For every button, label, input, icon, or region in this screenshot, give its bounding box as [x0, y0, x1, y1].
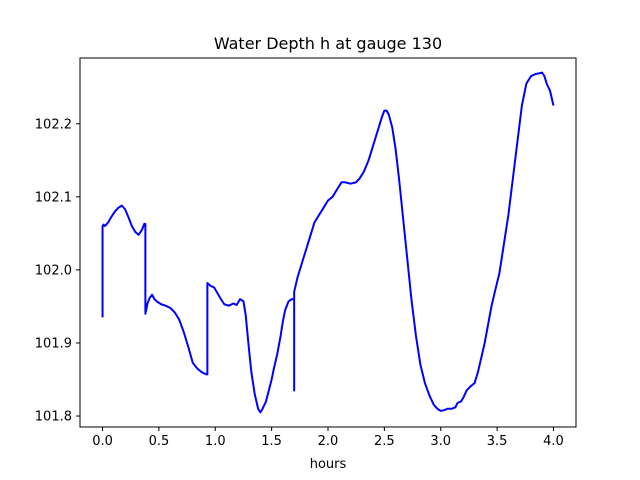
x-tick-label: 1.0: [205, 434, 226, 449]
x-axis-label: hours: [310, 457, 347, 472]
y-tick-label: 101.9: [35, 336, 72, 351]
x-tick-label: 0.0: [92, 434, 113, 449]
y-tick-label: 102.0: [35, 263, 72, 278]
x-tick-label: 3.0: [430, 434, 451, 449]
x-tick-label: 0.5: [149, 434, 170, 449]
x-tick-label: 2.0: [318, 434, 339, 449]
series-line-0: [101, 71, 555, 414]
x-tick-label: 1.5: [261, 434, 282, 449]
y-tick-label: 102.1: [35, 190, 72, 205]
x-tick-label: 3.5: [487, 434, 508, 449]
axes: 0.0 0.5 1.0 1.5 2.0 2.5 3.0 3.5 4.0 101.8 101.9 102…: [35, 57, 577, 449]
x-tick-label: 2.5: [374, 434, 395, 449]
y-tick-label: 102.2: [35, 117, 72, 132]
chart-title: Water Depth h at gauge 130: [214, 34, 442, 53]
line-layer: [101, 71, 555, 414]
x-tick-label: 4.0: [543, 434, 564, 449]
y-tick-label: 101.8: [35, 410, 72, 425]
